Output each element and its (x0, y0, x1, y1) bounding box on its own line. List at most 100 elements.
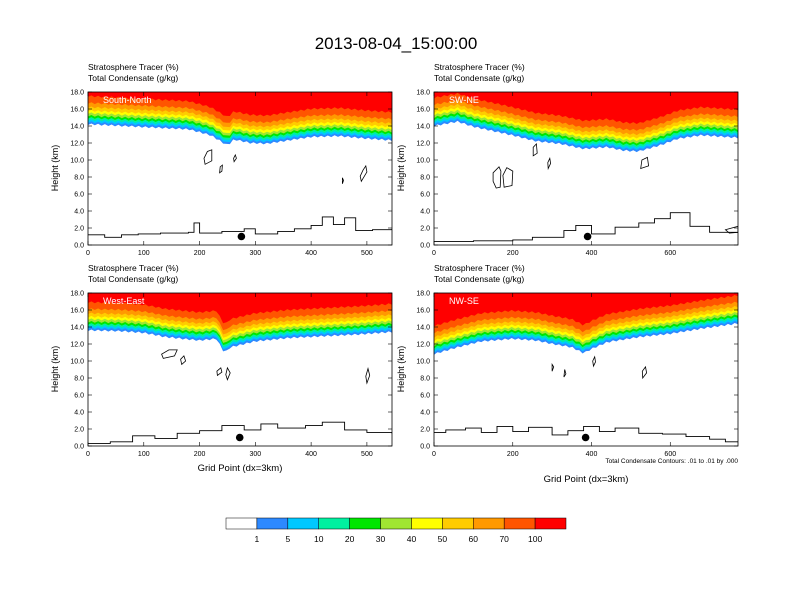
y-tick-label: 18.0 (70, 90, 84, 97)
y-tick-label: 12.0 (70, 342, 84, 349)
panel-header-tracer: Stratosphere Tracer (%) (88, 263, 179, 273)
plot-area (434, 92, 738, 245)
y-axis-label: Height (km) (50, 346, 60, 393)
x-tick-label: 400 (586, 250, 598, 257)
colorbar-label: 100 (528, 534, 542, 544)
x-tick-label: 300 (249, 451, 261, 458)
colorbar-swatch (380, 517, 412, 530)
y-tick-label: 8.0 (420, 175, 430, 182)
location-marker (237, 232, 246, 241)
y-tick-label: 10.0 (70, 359, 84, 366)
condensate-contour (532, 142, 538, 157)
condensate-contour (641, 365, 648, 380)
colorbar-label: 10 (314, 534, 324, 544)
y-axis-label: Height (km) (50, 145, 60, 192)
contour-note: Total Condensate Contours: .01 to .01 by… (605, 458, 738, 465)
x-axis-label: Grid Point (dx=3km) (544, 474, 629, 485)
tracer-band (434, 92, 738, 124)
colorbar-label: 30 (376, 534, 386, 544)
condensate-contour (203, 149, 213, 165)
tracer-band (88, 293, 392, 324)
condensate-contour (551, 363, 555, 372)
y-tick-label: 6.0 (74, 393, 84, 400)
y-tick-label: 16.0 (70, 107, 84, 114)
y-tick-label: 4.0 (420, 209, 430, 216)
x-tick-label: 0 (432, 451, 436, 458)
y-tick-label: 12.0 (416, 141, 430, 148)
y-tick-label: 4.0 (74, 410, 84, 417)
x-tick-label: 0 (432, 250, 436, 257)
panel-label: South-North (103, 95, 152, 105)
colorbar-label: 50 (438, 534, 448, 544)
colorbar-label: 20 (345, 534, 355, 544)
x-tick-label: 0 (86, 451, 90, 458)
colorbar-swatch (225, 517, 258, 530)
y-tick-label: 2.0 (420, 226, 430, 233)
y-axis-label: Height (km) (396, 346, 406, 393)
y-tick-label: 0.0 (74, 444, 84, 451)
panel-south-north: Stratosphere Tracer (%) Total Condensate… (50, 62, 393, 257)
colorbar-swatch (442, 517, 474, 530)
y-tick-label: 14.0 (70, 325, 84, 332)
terrain-line (88, 421, 392, 444)
y-tick-label: 0.0 (74, 243, 84, 250)
y-tick-label: 8.0 (74, 376, 84, 383)
y-tick-label: 18.0 (416, 90, 430, 97)
location-marker (235, 433, 244, 442)
y-tick-label: 12.0 (416, 342, 430, 349)
panel-header-condensate: Total Condensate (g/kg) (88, 73, 178, 83)
x-tick-label: 400 (305, 451, 317, 458)
y-tick-label: 10.0 (416, 158, 430, 165)
x-tick-label: 200 (507, 250, 519, 257)
y-tick-label: 16.0 (416, 107, 430, 114)
plot-area (88, 293, 392, 446)
panel-header-condensate: Total Condensate (g/kg) (88, 274, 178, 284)
plot-frame (433, 292, 739, 447)
condensate-contour (219, 164, 223, 174)
y-tick-label: 4.0 (420, 410, 430, 417)
y-tick-label: 8.0 (420, 376, 430, 383)
panel-label: West-East (103, 296, 145, 306)
panel-header-tracer: Stratosphere Tracer (%) (434, 263, 525, 273)
panel-label: NW-SE (449, 296, 479, 306)
y-tick-label: 8.0 (74, 175, 84, 182)
y-tick-label: 14.0 (416, 325, 430, 332)
panel-nw-se: Stratosphere Tracer (%) Total Condensate… (396, 263, 739, 485)
colorbar-swatch (534, 517, 567, 530)
panel-header-condensate: Total Condensate (g/kg) (434, 274, 524, 284)
x-tick-label: 600 (664, 451, 676, 458)
condensate-contour (640, 156, 650, 170)
condensate-contour (563, 369, 567, 378)
y-tick-label: 2.0 (74, 427, 84, 434)
condensate-contour (180, 355, 187, 366)
x-tick-label: 400 (305, 250, 317, 257)
y-tick-label: 18.0 (70, 291, 84, 298)
y-tick-label: 10.0 (70, 158, 84, 165)
y-tick-label: 18.0 (416, 291, 430, 298)
x-tick-label: 600 (664, 250, 676, 257)
colorbar-swatch (473, 517, 505, 530)
tracer-band (88, 92, 392, 117)
condensate-contour (233, 153, 237, 163)
panel-label: SW-NE (449, 95, 479, 105)
y-tick-label: 14.0 (70, 124, 84, 131)
y-tick-label: 6.0 (420, 393, 430, 400)
plot-frame (87, 91, 393, 246)
y-tick-label: 12.0 (70, 141, 84, 148)
y-tick-label: 0.0 (420, 444, 430, 451)
colorbar-label: 1 (255, 534, 260, 544)
x-tick-label: 100 (138, 451, 150, 458)
x-tick-label: 200 (194, 451, 206, 458)
panel-header-tracer: Stratosphere Tracer (%) (88, 62, 179, 72)
terrain-line (88, 216, 392, 238)
panel-header-tracer: Stratosphere Tracer (%) (434, 62, 525, 72)
plot-area (88, 92, 392, 245)
panel-west-east: Stratosphere Tracer (%) Total Condensate… (50, 263, 393, 474)
condensate-contour (216, 367, 223, 377)
x-axis-label: Grid Point (dx=3km) (198, 463, 283, 474)
figure-title: 2013-08-04_15:00:00 (315, 34, 478, 53)
x-tick-label: 200 (194, 250, 206, 257)
y-tick-label: 16.0 (416, 308, 430, 315)
colorbar-label: 70 (499, 534, 509, 544)
y-tick-label: 2.0 (74, 226, 84, 233)
